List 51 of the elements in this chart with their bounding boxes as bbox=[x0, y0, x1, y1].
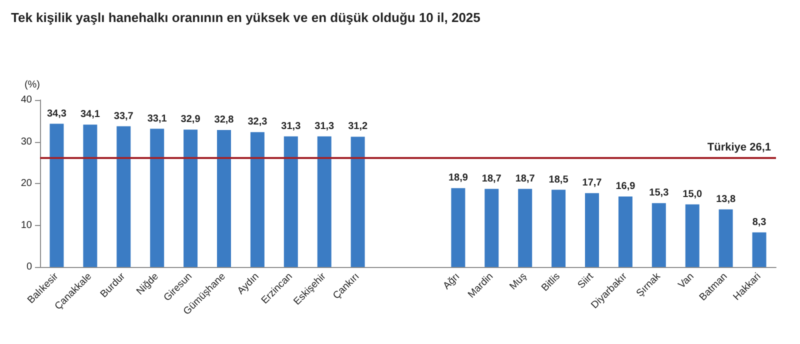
bar bbox=[618, 196, 632, 267]
data-label: 31,3 bbox=[314, 120, 335, 132]
data-label: 32,9 bbox=[180, 114, 201, 126]
bar bbox=[217, 130, 231, 267]
data-label: 18,5 bbox=[548, 174, 569, 186]
x-tick-label: Van bbox=[676, 271, 696, 291]
bar bbox=[552, 190, 566, 267]
x-tick-label: Muş bbox=[508, 271, 529, 292]
bar bbox=[83, 124, 98, 267]
y-tick-label: 40 bbox=[20, 94, 32, 106]
bar bbox=[685, 204, 700, 267]
data-label: 34,1 bbox=[80, 109, 100, 120]
y-tick-label: 10 bbox=[20, 220, 32, 231]
bar bbox=[184, 130, 198, 267]
data-label: 17,7 bbox=[582, 178, 602, 189]
data-label: 18,7 bbox=[482, 173, 502, 184]
y-tick-label: 20 bbox=[20, 178, 32, 189]
bar bbox=[585, 193, 599, 267]
ref-line-label: Türkiye 26,1 bbox=[707, 142, 771, 154]
y-tick-label: 30 bbox=[20, 136, 32, 148]
data-label: 18,9 bbox=[448, 172, 468, 184]
bar bbox=[752, 232, 766, 267]
data-label: 33,1 bbox=[147, 113, 168, 124]
bar bbox=[317, 136, 332, 267]
bar bbox=[484, 188, 499, 267]
data-label: 31,2 bbox=[348, 121, 368, 132]
data-label: 13,8 bbox=[716, 194, 736, 205]
bar bbox=[250, 132, 264, 267]
bar bbox=[116, 126, 131, 267]
bar bbox=[518, 188, 532, 267]
data-label: 33,7 bbox=[114, 110, 134, 122]
chart-title: Tek kişilik yaşlı hanehalkı oranının en yüksek ve en düşük olduğu 10 il, 2025 bbox=[11, 10, 480, 25]
data-label: 15,0 bbox=[682, 188, 703, 200]
data-label: 16,9 bbox=[616, 180, 636, 192]
y-axis-title: (%) bbox=[24, 80, 40, 90]
bar bbox=[350, 136, 365, 267]
data-label: 34,3 bbox=[46, 108, 67, 120]
bar bbox=[284, 136, 298, 267]
bar bbox=[150, 128, 164, 267]
data-label: 15,3 bbox=[649, 188, 670, 199]
data-label: 32,8 bbox=[214, 114, 234, 126]
data-label: 31,3 bbox=[281, 120, 302, 132]
x-tick-label: Ağrı bbox=[441, 271, 462, 292]
bar bbox=[451, 188, 466, 267]
data-label: 32,3 bbox=[248, 116, 268, 128]
bar bbox=[652, 203, 666, 267]
data-label: 8,3 bbox=[752, 216, 767, 228]
bar bbox=[50, 124, 64, 267]
bar bbox=[718, 209, 733, 267]
y-tick-label: 0 bbox=[26, 262, 32, 272]
data-label: 18,7 bbox=[515, 173, 536, 184]
